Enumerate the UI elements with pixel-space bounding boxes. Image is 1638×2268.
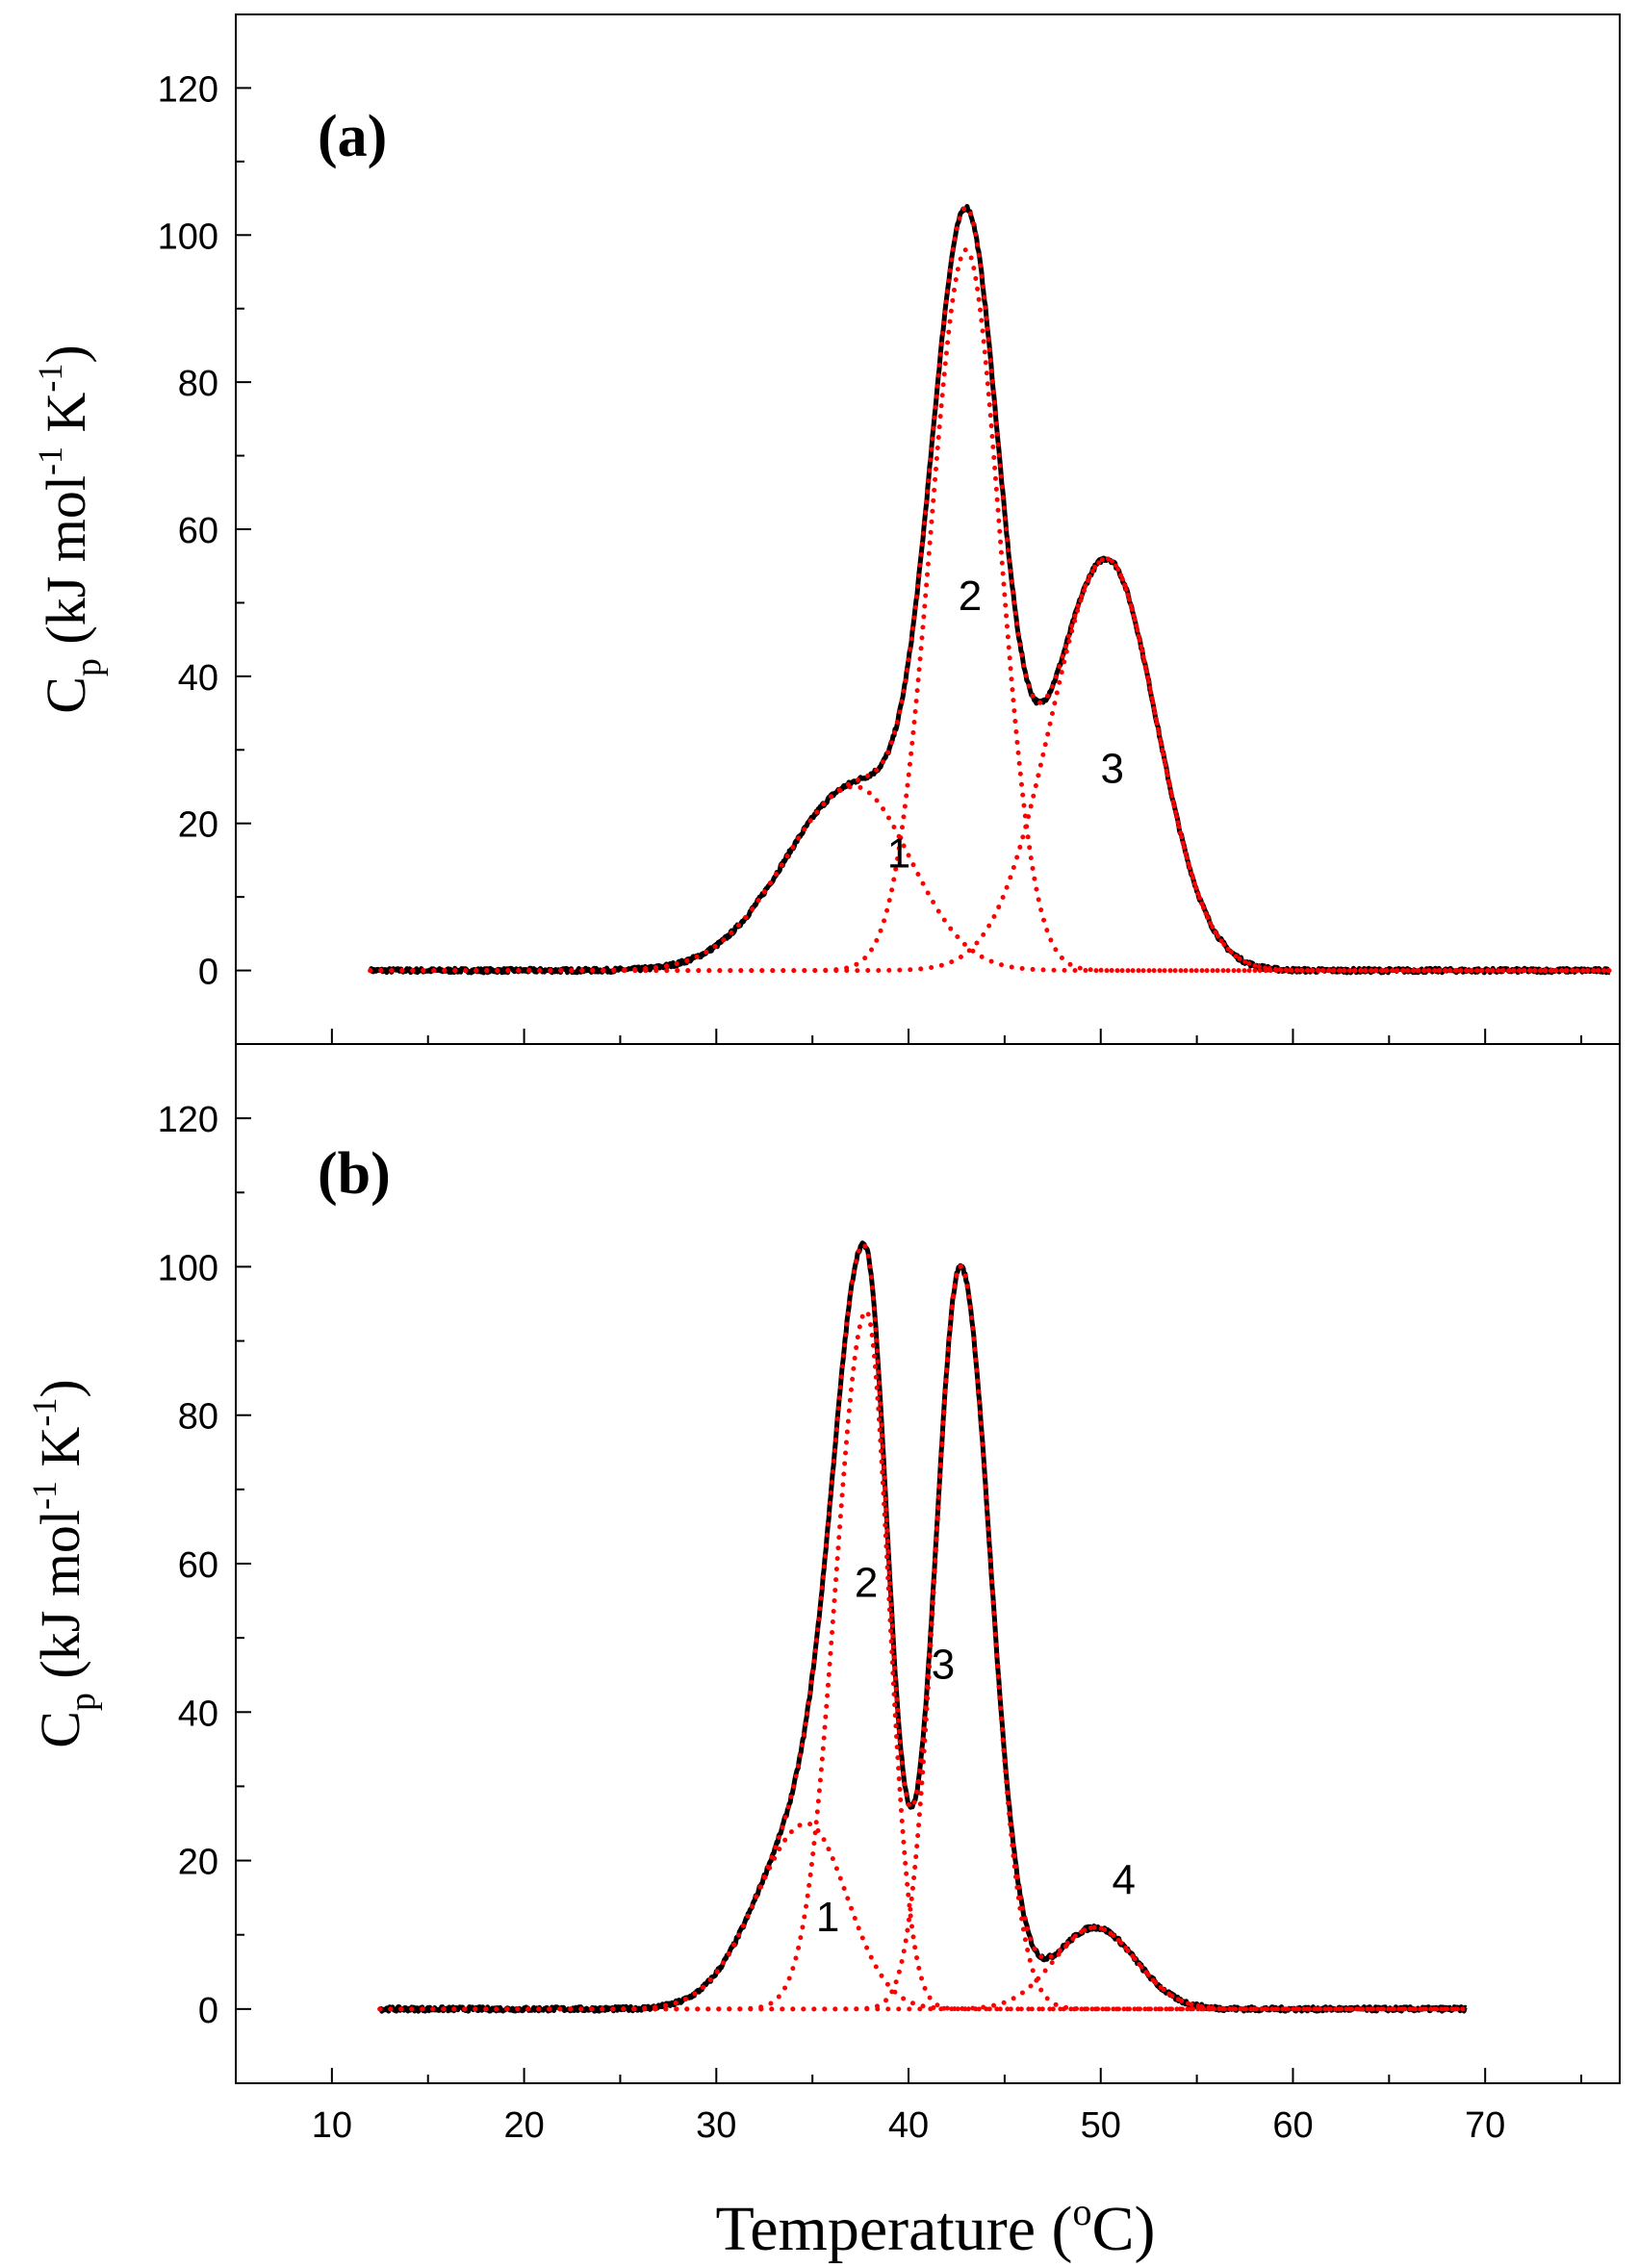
series-component-1 [377, 1821, 1469, 2012]
component-label-3: 3 [932, 1642, 955, 1689]
component-label-2: 2 [855, 1560, 878, 1607]
x-tick-label: 20 [503, 2105, 544, 2146]
y-tick-label: 100 [158, 1248, 218, 1288]
y-tick-label: 40 [178, 1694, 218, 1734]
y-axis-label-sup1: -1 [25, 1481, 64, 1510]
panel-label: (b) [318, 1141, 391, 1207]
component-label-1: 1 [816, 1894, 839, 1941]
x-axis-label-main: Temperature ( [716, 2194, 1073, 2264]
y-axis-label-sup1: -1 [31, 446, 69, 475]
x-tick-label: 50 [1081, 2105, 1121, 2146]
x-tick-label: 40 [888, 2105, 929, 2146]
series-fit-sum [377, 1242, 1469, 2012]
y-axis: 0 20 40 60 80 100 120 [158, 13, 251, 1045]
y-axis-label-sub: p [63, 1693, 103, 1711]
y-axis-label-sup2: -1 [31, 364, 69, 393]
series-experimental [378, 1240, 1468, 2014]
y-tick-label: 80 [178, 1397, 218, 1438]
component-label-4: 4 [1112, 1856, 1135, 1903]
component-label-2: 2 [959, 573, 982, 620]
y-tick-label: 20 [178, 1843, 218, 1883]
y-axis-label-unit-mid: K [29, 1426, 91, 1481]
series-component-4 [377, 1924, 1469, 2012]
y-tick-label: 80 [178, 364, 218, 404]
plot-frame [235, 1043, 1621, 2084]
y-axis-label-unit-open: (kJ mol [29, 1510, 91, 1693]
series-component-1 [368, 784, 1613, 974]
y-tick-label: 120 [158, 69, 218, 110]
x-tick-label: 30 [696, 2105, 736, 2146]
x-axis: 10 20 30 40 50 60 70 [312, 2068, 1583, 2146]
y-tick-label: 20 [178, 805, 218, 846]
y-axis-label-unit-close: ) [35, 344, 97, 363]
y-tick-label: 100 [158, 217, 218, 257]
y-axis-label-sub: p [68, 658, 109, 676]
component-label-1: 1 [887, 830, 910, 878]
series-component-3 [368, 556, 1613, 974]
x-tick-label: 70 [1465, 2105, 1505, 2146]
series-component-3 [377, 1263, 1469, 2012]
y-tick-label: 60 [178, 1545, 218, 1586]
x-tick-label: 10 [312, 2105, 352, 2146]
y-tick-label: 120 [158, 1100, 218, 1140]
y-axis-label-unit-mid: K [35, 392, 97, 446]
series-fit-sum [368, 205, 1613, 974]
plot-frame [235, 13, 1621, 1045]
y-axis: 0 20 40 60 80 100 120 [158, 1043, 251, 2084]
y-axis-label-sup2: -1 [25, 1398, 64, 1427]
series-component-2 [377, 1308, 1469, 2012]
y-axis-label: Cp (kJ mol-1 K-1) [31, 344, 109, 714]
y-tick-label: 40 [178, 658, 218, 699]
y-axis-label-main: C [29, 1711, 91, 1748]
panel-label: (a) [318, 104, 387, 169]
component-label-3: 3 [1100, 746, 1123, 793]
x-axis-label: Temperature (oC) [716, 2190, 1156, 2264]
x-axis [330, 1029, 1583, 1044]
series-experimental [368, 204, 1612, 976]
y-axis-label-unit-close: ) [29, 1379, 91, 1397]
y-tick-label: 0 [198, 1991, 218, 2031]
y-axis-label-unit-open: (kJ mol [35, 475, 97, 658]
x-axis-label-superscript: o [1073, 2190, 1092, 2233]
y-axis-label: Cp (kJ mol-1 K-1) [25, 1379, 103, 1748]
y-axis-label-main: C [35, 676, 97, 714]
x-tick-label: 60 [1272, 2105, 1313, 2146]
y-tick-label: 0 [198, 953, 218, 993]
y-tick-label: 60 [178, 511, 218, 551]
x-axis-label-end: C) [1092, 2194, 1156, 2264]
